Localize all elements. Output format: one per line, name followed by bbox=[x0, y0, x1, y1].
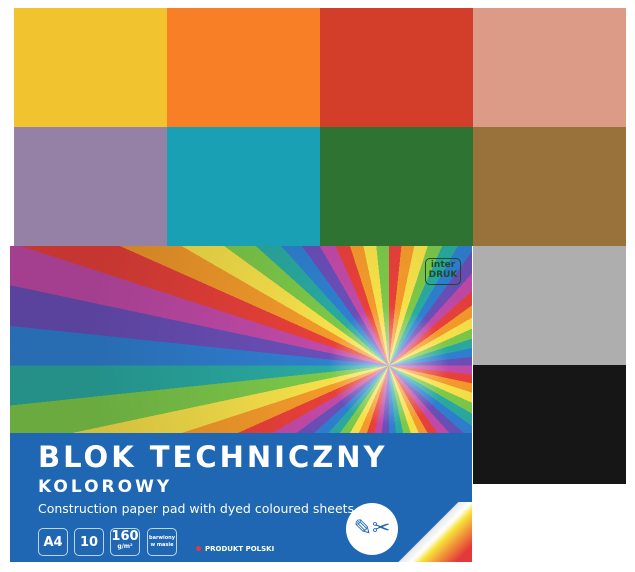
product-description: Construction paper pad with dyed coloure… bbox=[38, 501, 355, 516]
page-curl bbox=[397, 502, 472, 562]
weight-value: 160 bbox=[111, 529, 139, 544]
scissors-icon: ✂ bbox=[372, 516, 391, 541]
swatch-green bbox=[320, 127, 473, 246]
swatch-teal bbox=[167, 127, 320, 246]
rainbow-swirl-image: inter DRUK bbox=[10, 246, 472, 436]
format-badge: A4 bbox=[38, 528, 68, 556]
pad-cover: inter DRUK BLOK TECHNICZNY KOLOROWY Const… bbox=[10, 246, 472, 562]
swatch-yellow bbox=[14, 8, 167, 127]
product-subtitle: KOLOROWY bbox=[38, 477, 173, 497]
swatch-gray bbox=[473, 246, 626, 365]
weight-badge: 160 g/m² bbox=[110, 528, 140, 556]
swatch-red bbox=[320, 8, 473, 127]
title-band: BLOK TECHNICZNY KOLOROWY Construction pa… bbox=[10, 433, 472, 562]
pencil-icon: ✎ bbox=[353, 516, 372, 541]
sheets-badge: 10 bbox=[74, 528, 104, 556]
origin-text: PRODUKT POLSKI bbox=[205, 545, 275, 553]
tools-icon-circle: ✎✂ bbox=[346, 503, 398, 555]
swatch-orange bbox=[167, 8, 320, 127]
swatch-violet bbox=[14, 127, 167, 246]
swatch-brown bbox=[473, 127, 626, 246]
swatch-black bbox=[473, 365, 626, 484]
swatch-pink bbox=[473, 8, 626, 127]
dyed-badge: barwiony w masie bbox=[147, 528, 177, 556]
brand-logo: inter DRUK bbox=[425, 258, 461, 285]
product-title: BLOK TECHNICZNY bbox=[38, 440, 388, 474]
weight-unit: g/m² bbox=[117, 543, 133, 550]
origin-label: PRODUKT POLSKI bbox=[196, 545, 274, 553]
dot-icon bbox=[196, 546, 201, 551]
